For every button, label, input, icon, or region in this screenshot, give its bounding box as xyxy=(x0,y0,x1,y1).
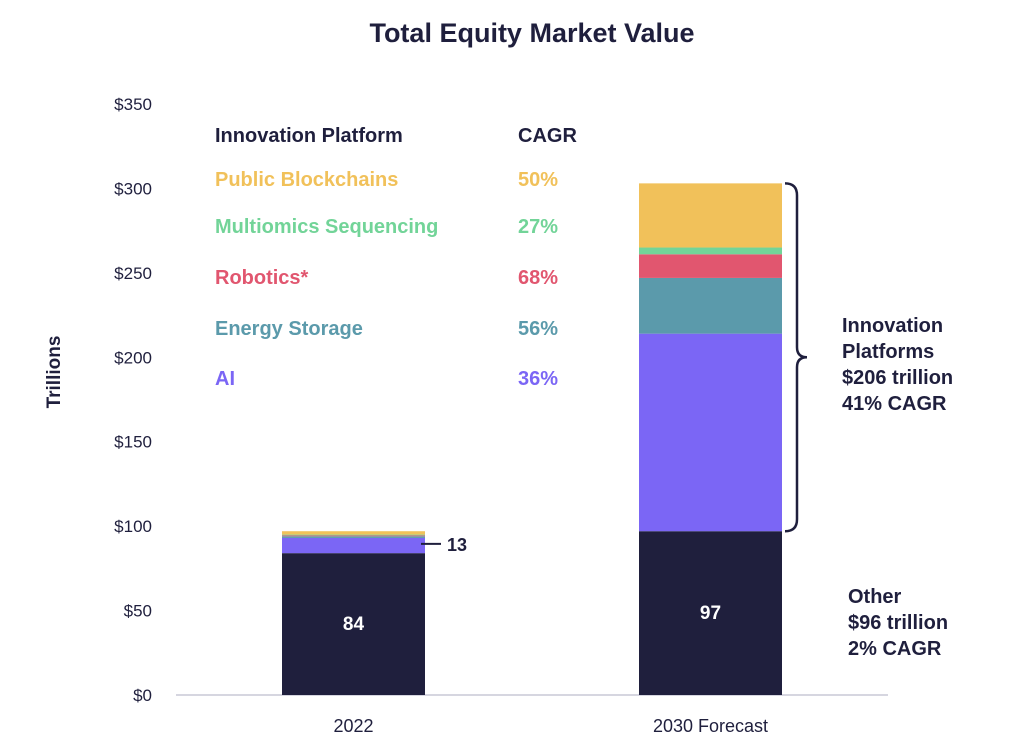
y-tick-label: $250 xyxy=(114,264,152,283)
innovation-callout-line: $206 trillion xyxy=(842,367,953,389)
y-tick-label: $150 xyxy=(114,433,152,452)
innovation-2022-label: 13 xyxy=(447,535,467,555)
legend-item-cagr: 27% xyxy=(518,216,558,238)
y-tick-label: $0 xyxy=(133,686,152,705)
innovation-callout-line: Innovation xyxy=(842,315,943,337)
bar-segment xyxy=(282,531,425,535)
innovation-callout-line: Platforms xyxy=(842,341,934,363)
legend-item-name: Energy Storage xyxy=(215,318,363,340)
bar-segment xyxy=(639,333,782,532)
legend-item-name: Multiomics Sequencing xyxy=(215,216,438,238)
legend-item-cagr: 36% xyxy=(518,368,558,390)
bar-segment xyxy=(639,247,782,255)
x-axis-ticks: 2022 2030 Forecast xyxy=(333,716,768,736)
bar-segment xyxy=(282,553,425,695)
bar-segment xyxy=(639,531,782,695)
bar-segment xyxy=(282,534,425,536)
other-callout-line: 2% CAGR xyxy=(848,638,942,660)
bar-segment xyxy=(639,254,782,278)
bar-value-label: 97 xyxy=(700,603,721,624)
legend-item-cagr: 56% xyxy=(518,318,558,340)
innovation-bracket xyxy=(784,182,808,533)
x-tick-label: 2030 Forecast xyxy=(653,716,768,736)
chart-title: Total Equity Market Value xyxy=(369,18,694,48)
y-axis-label: Trillions xyxy=(44,336,65,409)
y-tick-label: $200 xyxy=(114,348,152,367)
bar-value-label: 84 xyxy=(343,614,365,635)
legend-item-cagr: 68% xyxy=(518,267,558,289)
other-callout-line: Other xyxy=(848,586,902,608)
legend-item-name: Public Blockchains xyxy=(215,169,398,191)
legend: Innovation Platform CAGR Public Blockchain… xyxy=(215,125,577,390)
bar-segment xyxy=(282,537,425,554)
y-tick-label: $350 xyxy=(114,95,152,114)
annotations: Innovation Platforms $206 trillion 41% CAGR… xyxy=(784,182,953,660)
bar-segment xyxy=(282,535,425,537)
y-tick-label: $50 xyxy=(124,602,152,621)
legend-header-platform: Innovation Platform xyxy=(215,125,403,147)
legend-item-cagr: 50% xyxy=(518,169,558,191)
y-tick-label: $300 xyxy=(114,179,152,198)
bar-segment xyxy=(639,183,782,248)
legend-header-cagr: CAGR xyxy=(518,125,577,147)
bar-segment xyxy=(282,536,425,538)
legend-item-name: Robotics* xyxy=(215,267,309,289)
bar-segment xyxy=(639,277,782,334)
x-tick-label: 2022 xyxy=(333,716,373,736)
other-callout-line: $96 trillion xyxy=(848,612,948,634)
innovation-callout-line: 41% CAGR xyxy=(842,393,947,415)
stacked-bars: 84 97 13 xyxy=(282,183,782,695)
legend-item-name: AI xyxy=(215,368,235,390)
y-axis-ticks: $0 $50 $100 $150 $200 $250 $300 $350 xyxy=(114,95,152,705)
y-tick-label: $100 xyxy=(114,517,152,536)
